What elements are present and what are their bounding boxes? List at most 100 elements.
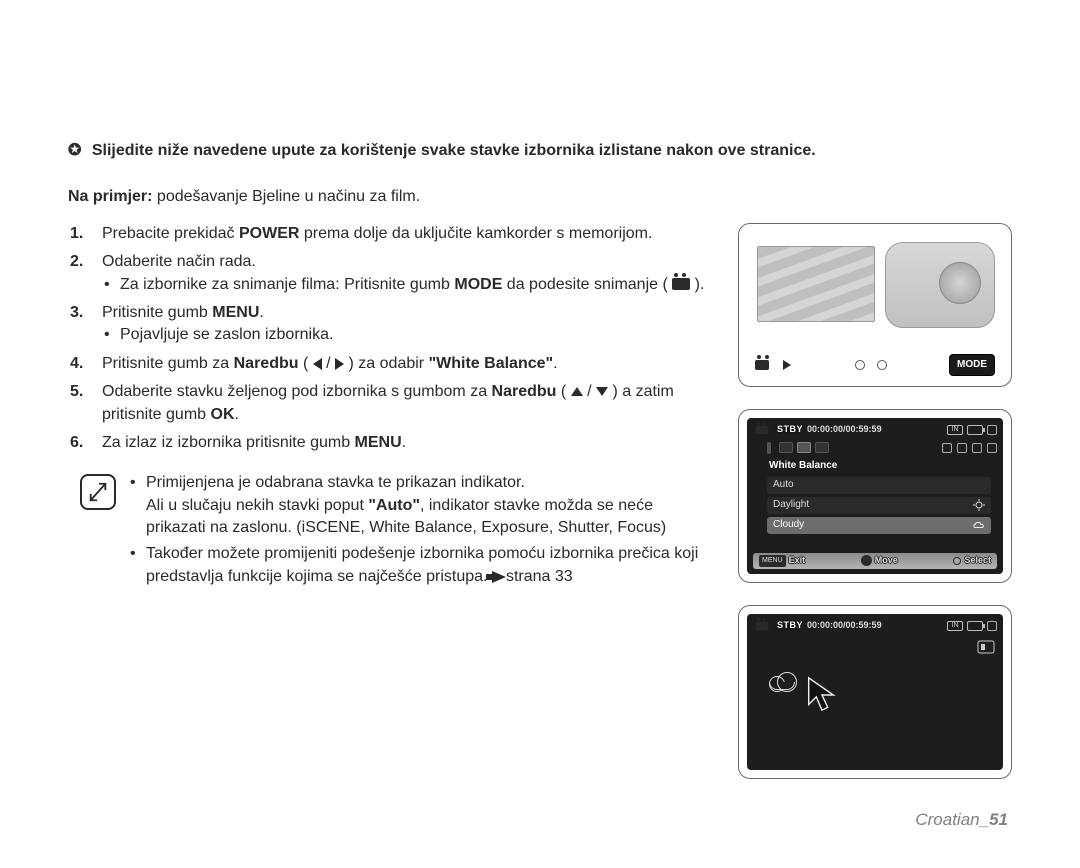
note-2-pre: Također možete promijeniti podešenje izb…: [146, 545, 698, 584]
note-1a: Primijenjena je odabrana stavka te prika…: [146, 474, 525, 491]
reference-arrow-icon: [492, 571, 506, 583]
example-line: Na primjer: podešavanje Bjeline u načinu…: [68, 186, 1012, 208]
play-mode-icon: [781, 359, 793, 371]
footer-page: 51: [989, 810, 1008, 829]
storage-in-icon: IN: [947, 425, 963, 435]
camcorder-lens-icon: [939, 262, 981, 304]
time-counter: 00:00:00/00:59:59: [807, 619, 882, 632]
menu-item-cloudy: Cloudy: [767, 517, 991, 534]
step-5-end: .: [235, 406, 239, 423]
illustration-column: MODE STBY 00:00:00/00:59:59 IN: [738, 223, 1012, 779]
step-1: 1. Prebacite prekidač POWER prema dolje …: [92, 223, 716, 245]
page-footer: Croatian_51: [915, 808, 1008, 832]
movie-icon: [672, 278, 690, 290]
tab-icon: [797, 442, 811, 453]
status-icon: [987, 425, 997, 435]
note-1: Primijenjena je odabrana stavka te prika…: [130, 472, 716, 539]
step-5-mid: (: [556, 383, 570, 400]
step-5-pre: Odaberite stavku željenog pod izbornika …: [102, 383, 492, 400]
step-3: 3. Pritisnite gumb MENU. Pojavljuje se z…: [92, 302, 716, 347]
left-arrow-icon: [313, 358, 322, 370]
step-4-post: ) za odabir: [344, 355, 428, 372]
step-4-pre: Pritisnite gumb za: [102, 355, 234, 372]
cloud-icon: [769, 674, 795, 690]
steps-list: 1. Prebacite prekidač POWER prema dolje …: [68, 223, 716, 455]
cursor-arrow-icon: [803, 676, 841, 718]
storage-in-icon: IN: [947, 621, 963, 631]
example-label: Na primjer:: [68, 188, 152, 205]
step-4-end: .: [553, 355, 557, 372]
movie-icon: [756, 622, 769, 630]
note-2-ref: strana 33: [506, 568, 573, 585]
mode-button: MODE: [949, 354, 995, 376]
stby-label: STBY: [777, 619, 803, 632]
step-4-wb: "White Balance": [429, 355, 554, 372]
status-bar: STBY 00:00:00/00:59:59 IN: [753, 423, 997, 437]
move-label: Move: [875, 554, 898, 567]
right-arrow-icon: [335, 358, 344, 370]
instructions-column: 1. Prebacite prekidač POWER prema dolje …: [68, 223, 716, 779]
step-4-sep: /: [322, 355, 335, 372]
step-5: 5. Odaberite stavku željenog pod izborni…: [92, 381, 716, 426]
menu-item-label: Auto: [773, 478, 794, 492]
cloud-icon: [973, 519, 985, 531]
menu-item-auto: Auto: [767, 477, 991, 494]
note-1b-auto: "Auto": [368, 497, 420, 514]
sun-icon: [973, 499, 985, 511]
step-4-mid: (: [299, 355, 313, 372]
note-icon: [80, 474, 116, 510]
footer-lang: Croatian: [915, 810, 979, 829]
tab-strip: [753, 441, 997, 455]
menu-item-label: Daylight: [773, 498, 809, 512]
step-2: 2. Odaberite način rada. Za izbornike za…: [92, 251, 716, 296]
mode-indicator-icons: [755, 359, 793, 371]
step-4-cmd: Naredbu: [234, 355, 299, 372]
exit-label: Exit: [789, 554, 806, 567]
status-bar: STBY 00:00:00/00:59:59 IN: [753, 619, 997, 633]
intro-line: ✪ Slijedite niže navedene upute za koriš…: [68, 140, 1012, 162]
step-1-pre: Prebacite prekidač: [102, 225, 239, 242]
step-1-power: POWER: [239, 225, 299, 242]
tab-icon: [779, 442, 793, 453]
step-6: 6. Za izlaz iz izbornika pritisnite gumb…: [92, 432, 716, 454]
step-2-sub: Za izbornike za snimanje filma: Pritisni…: [120, 274, 716, 296]
scroll-indicator-icon: [767, 442, 771, 454]
note-2: Također možete promijeniti podešenje izb…: [130, 543, 716, 588]
step-3-menu: MENU: [212, 304, 259, 321]
status-icon: [972, 443, 982, 453]
movie-mode-icon: [755, 360, 769, 370]
footer-sep: _: [980, 810, 989, 829]
step-2-sub-pre: Za izbornike za snimanje filma: Pritisni…: [120, 276, 454, 293]
status-icon: [957, 443, 967, 453]
focus-bracket-icon: [977, 640, 995, 654]
battery-icon: [967, 425, 983, 435]
menu-item-label: Cloudy: [773, 518, 804, 532]
step-2-sub-post: da podesite snimanje (: [502, 276, 672, 293]
menu-screen-illustration: STBY 00:00:00/00:59:59 IN: [738, 409, 1012, 583]
camcorder-illustration: MODE: [738, 223, 1012, 387]
step-5-cmd: Naredbu: [492, 383, 557, 400]
step-3-post: .: [259, 304, 263, 321]
up-arrow-icon: [571, 387, 583, 396]
ok-dot-icon: [953, 557, 961, 565]
battery-icon: [967, 621, 983, 631]
example-text: podešavanje Bjeline u načinu za film.: [152, 188, 420, 205]
note-body: Primijenjena je odabrana stavka te prika…: [130, 472, 716, 592]
star-icon: ✪: [68, 142, 81, 159]
menu-key-label: MENU: [759, 555, 786, 567]
intro-text: Slijedite niže navedene upute za korište…: [92, 142, 816, 159]
step-6-end: .: [402, 434, 406, 451]
status-icon: [987, 443, 997, 453]
step-5-ok: OK: [211, 406, 235, 423]
step-3-pre: Pritisnite gumb: [102, 304, 212, 321]
menu-bottom-bar: MENUExit Move Select: [753, 553, 997, 569]
step-2-text: Odaberite način rada.: [102, 253, 256, 270]
menu-title: White Balance: [769, 459, 997, 473]
menu-item-daylight: Daylight: [767, 497, 991, 514]
step-6-menu: MENU: [355, 434, 402, 451]
select-label: Select: [964, 554, 991, 567]
down-arrow-icon: [596, 387, 608, 396]
step-1-post: prema dolje da uključite kamkorder s mem…: [299, 225, 652, 242]
step-2-sub-mode: MODE: [454, 276, 502, 293]
step-6-pre: Za izlaz iz izbornika pritisnite gumb: [102, 434, 355, 451]
